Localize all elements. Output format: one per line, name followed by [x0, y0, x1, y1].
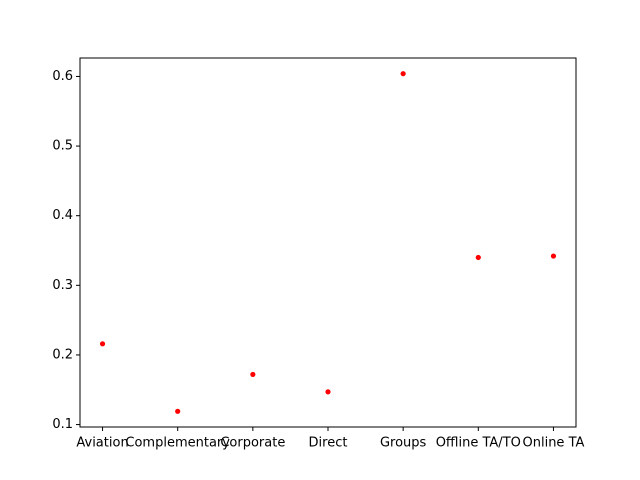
data-point: [550, 253, 557, 259]
x-tick-label: Offline TA/TO: [436, 436, 521, 451]
data-points: [99, 71, 557, 414]
x-tick-label: Corporate: [220, 436, 285, 451]
x-tick-label: Online TA: [523, 436, 585, 451]
y-tick-label: 0.6: [52, 69, 73, 84]
y-tick-label: 0.3: [52, 278, 73, 293]
y-tick-label: 0.2: [52, 347, 73, 362]
x-tick-label: Direct: [309, 436, 348, 451]
plot-area-frame: [79, 57, 577, 428]
data-point: [250, 371, 256, 378]
y-tick-label: 0.4: [52, 208, 73, 223]
y-tick-label: 0.1: [52, 417, 73, 432]
data-point: [475, 254, 481, 261]
x-tick-label: Complementary: [125, 436, 230, 451]
x-tick-label: Aviation: [76, 436, 128, 451]
y-tick-label: 0.5: [52, 139, 73, 154]
data-point: [325, 389, 331, 395]
x-tick-label: Groups: [380, 436, 427, 451]
y-axis: 0.1 0.2 0.3 0.4 0.5 0.6: [52, 69, 80, 432]
data-point: [400, 71, 406, 77]
data-point: [175, 408, 181, 414]
data-point: [99, 341, 106, 347]
